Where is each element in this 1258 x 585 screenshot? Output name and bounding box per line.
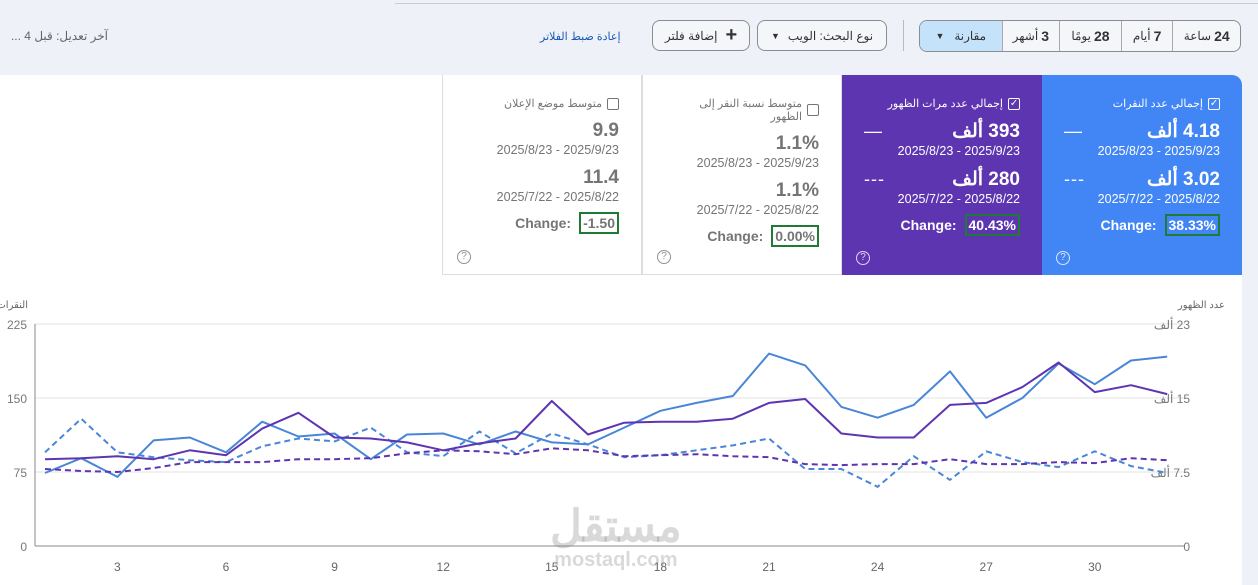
previous-value: 1.1% — [775, 180, 819, 201]
top-divider — [395, 3, 1258, 4]
help-icon[interactable]: ? — [1056, 251, 1070, 265]
x-tick-label: 3 — [114, 560, 121, 574]
metric-card-impressions[interactable]: ✓ إجمالي عدد مرات الظهور 393 ألف — 2025/8/… — [842, 75, 1042, 275]
right-tick-label: 15 ألف — [1154, 391, 1190, 406]
right-tick-label: 23 ألف — [1154, 317, 1190, 332]
dashed-line-icon: --- — [1064, 169, 1085, 189]
change-label: Change: — [1100, 217, 1157, 233]
range-24-hours[interactable]: 24 ساعة — [1172, 21, 1240, 51]
checkbox-unchecked-icon[interactable] — [807, 104, 819, 116]
x-tick-label: 24 — [871, 560, 885, 574]
change-label: Change: — [515, 215, 572, 231]
right-tick-label: 7.5 ألف — [1151, 465, 1191, 480]
range-num: 28 — [1093, 28, 1110, 44]
date-range-selector: 24 ساعة 7 أيام 28 يومًا 3 أشهر مقارنة ▼ — [919, 20, 1241, 52]
previous-range: 2025/7/22 - 2025/8/22 — [897, 192, 1020, 206]
left-tick-label: 225 — [7, 318, 27, 332]
reset-filters-link[interactable]: إعادة ضبط الفلاتر — [540, 31, 621, 43]
last-edit-text: آخر تعديل: قبل 4 ... — [10, 29, 108, 43]
left-tick-label: 150 — [7, 392, 27, 406]
watermark-latin: mostaql.com — [554, 549, 678, 571]
help-icon[interactable]: ? — [457, 250, 471, 264]
range-num: 24 — [1214, 28, 1230, 44]
range-unit: يومًا — [1071, 29, 1091, 43]
current-value: 1.1% — [775, 133, 819, 154]
compare-label: مقارنة — [954, 29, 987, 43]
performance-chart: 0 0 75 7.5 ألف 150 15 ألف 225 23 ألف النقرات عدد … — [0, 300, 1225, 574]
x-tick-label: 15 — [545, 560, 559, 574]
x-tick-label: 6 — [223, 560, 230, 574]
metric-card-clicks[interactable]: ✓ إجمالي عدد النقرات 4.18 ألف — 2025/8/23 … — [1042, 75, 1242, 275]
range-unit: أشهر — [1012, 29, 1039, 43]
change-value: 40.43% — [964, 214, 1020, 236]
watermark-arabic: مستقل — [550, 502, 682, 551]
card-title: إجمالي عدد مرات الظهور — [887, 98, 1003, 110]
help-icon[interactable]: ? — [657, 250, 671, 264]
checkbox-checked-icon[interactable]: ✓ — [1008, 97, 1020, 110]
dropdown-arrow-icon: ▼ — [935, 31, 945, 41]
change-value: -1.50 — [579, 212, 619, 234]
metric-card-ctr[interactable]: متوسط نسبة النقر إلى الظهور 1.1% 2025/8/… — [642, 75, 842, 275]
x-tick-label: 30 — [1088, 560, 1102, 574]
help-icon[interactable]: ? — [856, 251, 870, 265]
range-7-days[interactable]: 7 أيام — [1120, 21, 1173, 51]
search-type-dropdown[interactable]: نوع البحث: الويب ▼ — [757, 20, 887, 51]
range-3-months[interactable]: 3 أشهر — [1001, 21, 1060, 51]
right-axis-title: عدد الظهور — [1177, 300, 1225, 311]
left-tick-label: 0 — [20, 540, 27, 554]
current-range: 2025/8/23 - 2025/9/23 — [897, 144, 1020, 158]
x-tick-label: 21 — [762, 560, 776, 574]
change-value: 38.33% — [1164, 214, 1220, 236]
x-tick-label: 12 — [437, 560, 451, 574]
series-line-impressions-current — [44, 361, 1168, 461]
previous-range: 2025/7/22 - 2025/8/22 — [1097, 192, 1220, 206]
x-tick-label: 9 — [331, 560, 338, 574]
change-label: Change: — [707, 228, 764, 244]
previous-value: 11.4 — [583, 167, 619, 188]
series-line-clicks-previous — [44, 417, 1168, 488]
metric-card-position[interactable]: متوسط موضع الإعلان 9.9 2025/8/23 - 2025/… — [442, 75, 642, 275]
current-range: 2025/8/23 - 2025/9/23 — [696, 156, 819, 170]
dashed-line-icon: --- — [864, 169, 885, 189]
series-line-clicks-current — [44, 352, 1168, 478]
range-num: 3 — [1041, 28, 1049, 44]
current-range: 2025/8/23 - 2025/9/23 — [496, 143, 619, 157]
current-value: 393 ألف — [952, 121, 1020, 142]
left-tick-label: 75 — [14, 466, 28, 480]
add-filter-label: إضافة فلتر — [664, 28, 718, 43]
previous-range: 2025/7/22 - 2025/8/22 — [496, 190, 619, 204]
card-title: متوسط نسبة النقر إلى الظهور — [699, 98, 803, 123]
change-value: 0.00% — [771, 225, 819, 247]
right-tick-label: 0 — [1183, 540, 1190, 554]
previous-range: 2025/7/22 - 2025/8/22 — [696, 203, 819, 217]
watermark-logo: مستقل mostaql.com — [550, 505, 682, 572]
plus-icon: + — [725, 24, 738, 46]
change-label: Change: — [900, 217, 957, 233]
solid-line-icon: — — [864, 121, 883, 141]
current-value: 4.18 ألف — [1147, 121, 1220, 142]
range-num: 7 — [1153, 28, 1162, 44]
card-title: إجمالي عدد النقرات — [1112, 98, 1203, 110]
add-filter-button[interactable]: + إضافة فلتر — [652, 20, 750, 51]
toolbar-divider — [903, 20, 904, 51]
x-tick-label: 18 — [654, 560, 668, 574]
range-unit: ساعة — [1183, 29, 1212, 43]
compare-dropdown[interactable]: مقارنة ▼ — [920, 21, 1002, 51]
left-axis-title: النقرات — [0, 300, 28, 311]
card-title: متوسط موضع الإعلان — [504, 98, 602, 110]
range-unit: أيام — [1132, 29, 1151, 43]
current-value: 9.9 — [592, 120, 619, 141]
x-tick-label: 27 — [980, 560, 994, 574]
dropdown-arrow-icon: ▼ — [770, 30, 780, 41]
current-range: 2025/8/23 - 2025/9/23 — [1097, 144, 1220, 158]
checkbox-checked-icon[interactable]: ✓ — [1208, 97, 1220, 110]
range-28-days[interactable]: 28 يومًا — [1059, 21, 1121, 51]
search-type-label: نوع البحث: الويب — [787, 28, 874, 43]
previous-value: 3.02 ألف — [1147, 169, 1220, 190]
previous-value: 280 ألف — [952, 169, 1020, 190]
solid-line-icon: — — [1064, 121, 1083, 141]
series-line-impressions-previous — [44, 447, 1168, 473]
checkbox-unchecked-icon[interactable] — [607, 97, 619, 110]
